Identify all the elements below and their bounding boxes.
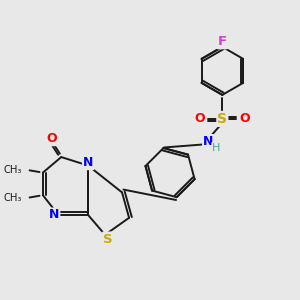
Text: F: F — [218, 35, 227, 48]
Text: S: S — [103, 232, 113, 245]
Text: O: O — [194, 112, 205, 125]
Text: H: H — [212, 143, 220, 153]
Text: CH₃: CH₃ — [3, 165, 22, 175]
Text: CH₃: CH₃ — [3, 193, 22, 203]
Text: N: N — [83, 156, 93, 169]
Text: N: N — [49, 208, 59, 221]
Text: O: O — [240, 112, 250, 125]
Text: N: N — [203, 135, 213, 148]
Text: O: O — [46, 132, 57, 145]
Text: S: S — [217, 112, 227, 126]
